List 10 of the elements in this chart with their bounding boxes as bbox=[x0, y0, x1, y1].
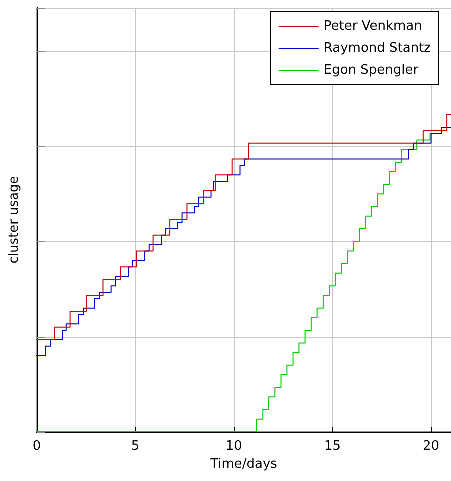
legend-label: Raymond Stantz bbox=[324, 41, 432, 56]
legend-label: Egon Spengler bbox=[324, 63, 420, 78]
legend-label: Peter Venkman bbox=[324, 19, 422, 34]
x-tick-label: 0 bbox=[32, 439, 42, 454]
x-axis-title: Time/days bbox=[210, 457, 278, 472]
x-tick-label: 20 bbox=[423, 439, 440, 454]
x-tick-label: 15 bbox=[324, 439, 341, 454]
y-axis-title: cluster usage bbox=[7, 176, 22, 264]
x-tick-label: 5 bbox=[131, 439, 140, 454]
x-tick-label: 10 bbox=[226, 439, 242, 454]
